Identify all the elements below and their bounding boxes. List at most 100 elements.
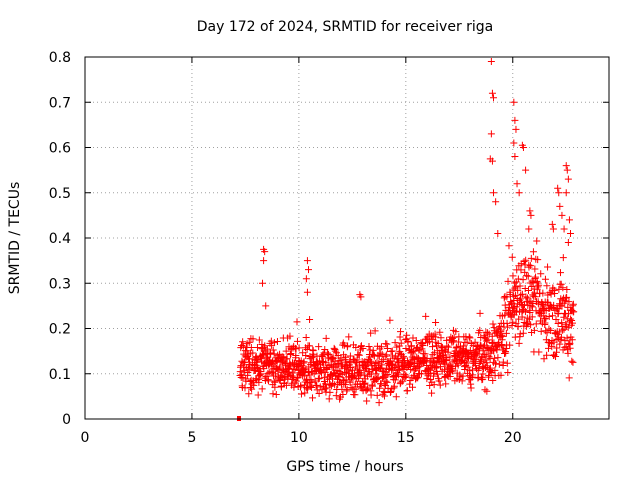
data-point	[476, 345, 484, 353]
data-point	[392, 393, 400, 401]
data-point	[384, 345, 392, 353]
y-tick-label: 0.5	[49, 186, 71, 202]
data-point	[511, 307, 519, 315]
data-point	[258, 385, 266, 393]
y-tick-label: 0.4	[49, 231, 71, 247]
data-point	[326, 388, 334, 396]
data-point	[258, 351, 266, 359]
data-point	[526, 207, 534, 215]
data-point	[519, 329, 527, 337]
data-point	[567, 315, 575, 323]
data-point	[323, 349, 331, 357]
data-point	[316, 383, 324, 391]
data-point	[265, 377, 273, 385]
data-point	[543, 329, 551, 337]
data-point	[369, 346, 377, 354]
data-point	[247, 343, 255, 351]
data-point	[548, 343, 556, 351]
data-point	[518, 290, 526, 298]
data-point	[363, 397, 371, 405]
data-point	[239, 342, 247, 350]
data-point	[397, 339, 405, 347]
y-tick-label: 0.2	[49, 322, 71, 338]
data-point	[376, 384, 384, 392]
data-point	[515, 339, 523, 347]
data-point	[466, 347, 474, 355]
data-point	[506, 291, 514, 299]
data-point	[373, 391, 381, 399]
data-point	[528, 313, 536, 321]
data-point	[389, 365, 397, 373]
data-point	[318, 386, 326, 394]
x-axis-title: GPS time / hours	[286, 459, 403, 475]
data-point	[467, 384, 475, 392]
data-point	[512, 125, 520, 133]
data-point	[440, 346, 448, 354]
data-point	[398, 377, 406, 385]
data-point	[305, 266, 313, 274]
data-point	[403, 331, 411, 339]
data-point	[554, 184, 562, 192]
data-point	[502, 329, 510, 337]
data-point	[564, 349, 572, 357]
data-point	[437, 334, 445, 342]
data-point	[516, 282, 524, 290]
data-point	[273, 337, 281, 345]
data-point	[560, 225, 568, 233]
data-point	[403, 387, 411, 395]
data-point	[564, 239, 572, 247]
data-point	[519, 144, 527, 151]
y-tick-label: 0.6	[49, 141, 71, 157]
data-point	[371, 327, 379, 335]
data-point	[479, 370, 487, 378]
data-point	[441, 366, 449, 374]
data-point	[322, 334, 330, 342]
data-point	[369, 382, 377, 390]
data-point	[473, 350, 481, 358]
data-point	[541, 319, 549, 327]
y-tick-label: 0	[62, 412, 71, 428]
data-point	[527, 321, 535, 329]
data-point	[481, 386, 489, 394]
data-point	[295, 344, 303, 352]
data-point	[535, 348, 543, 356]
data-point	[499, 358, 507, 366]
data-point	[269, 390, 277, 398]
data-point	[449, 367, 457, 375]
data-point	[277, 371, 285, 379]
data-point	[260, 257, 268, 265]
data-point	[545, 325, 553, 333]
data-point	[522, 293, 530, 301]
data-point	[306, 382, 314, 390]
data-point	[554, 309, 562, 317]
data-point	[459, 356, 467, 364]
data-point	[496, 322, 504, 330]
data-point	[490, 189, 498, 197]
data-point	[532, 320, 540, 328]
x-tick-label: 10	[290, 430, 308, 446]
data-point	[367, 391, 375, 399]
data-point	[458, 377, 466, 385]
data-point	[569, 358, 577, 366]
data-point	[492, 360, 500, 368]
data-point	[526, 262, 534, 270]
data-point	[423, 375, 431, 383]
data-point	[568, 319, 576, 327]
data-point	[292, 352, 300, 360]
data-point	[349, 366, 357, 374]
data-point	[559, 284, 567, 292]
data-point	[493, 346, 501, 354]
data-point	[494, 229, 502, 237]
data-point	[299, 359, 307, 367]
data-point	[485, 353, 493, 361]
data-point	[543, 282, 551, 290]
data-point	[559, 254, 567, 262]
data-point	[436, 381, 444, 389]
data-point	[526, 279, 534, 287]
data-point	[270, 339, 278, 347]
data-point	[555, 285, 563, 293]
data-point	[436, 328, 444, 336]
data-point	[532, 273, 540, 281]
data-point	[497, 328, 505, 336]
data-point	[321, 380, 329, 388]
